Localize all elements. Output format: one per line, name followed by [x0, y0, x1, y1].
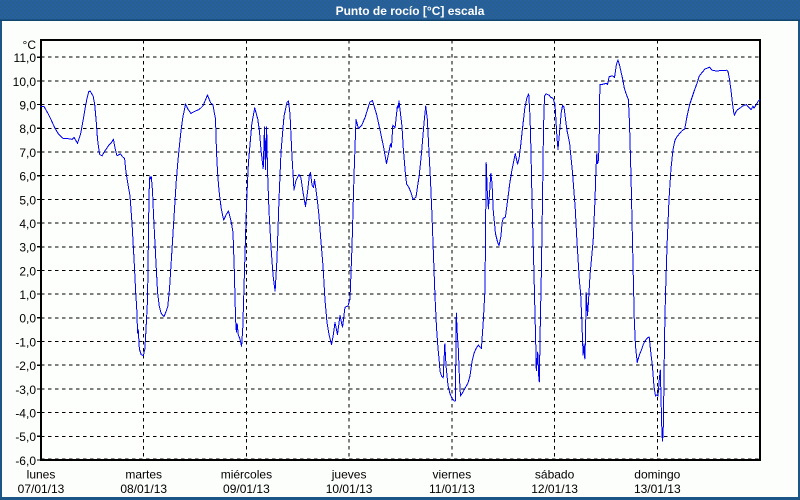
- svg-text:°C: °C: [23, 38, 37, 52]
- svg-text:10/01/13: 10/01/13: [326, 482, 373, 496]
- svg-text:09/01/13: 09/01/13: [223, 482, 270, 496]
- svg-text:0,0: 0,0: [19, 312, 36, 326]
- svg-text:08/01/13: 08/01/13: [120, 482, 167, 496]
- svg-text:-3,0: -3,0: [15, 383, 36, 397]
- svg-text:martes: martes: [125, 468, 162, 482]
- svg-text:-4,0: -4,0: [15, 407, 36, 421]
- svg-text:-5,0: -5,0: [15, 430, 36, 444]
- svg-text:07/01/13: 07/01/13: [18, 482, 65, 496]
- svg-text:-1,0: -1,0: [15, 335, 36, 349]
- svg-text:6,0: 6,0: [19, 170, 36, 184]
- svg-text:2,0: 2,0: [19, 264, 36, 278]
- svg-text:1,0: 1,0: [19, 288, 36, 302]
- svg-text:miércoles: miércoles: [221, 468, 272, 482]
- svg-text:12/01/13: 12/01/13: [531, 482, 578, 496]
- svg-text:9,0: 9,0: [19, 99, 36, 113]
- svg-text:10,0: 10,0: [13, 75, 37, 89]
- svg-text:lunes: lunes: [27, 468, 56, 482]
- svg-text:domingo: domingo: [634, 468, 680, 482]
- svg-text:11/01/13: 11/01/13: [429, 482, 475, 496]
- svg-text:Punto de rocío [°C] escala: Punto de rocío [°C] escala: [336, 4, 485, 18]
- svg-text:7,0: 7,0: [19, 146, 36, 160]
- svg-text:5,0: 5,0: [19, 193, 36, 207]
- svg-text:-6,0: -6,0: [15, 454, 36, 468]
- svg-text:4,0: 4,0: [19, 217, 36, 231]
- svg-text:11,0: 11,0: [14, 51, 37, 65]
- svg-text:3,0: 3,0: [19, 241, 36, 255]
- svg-text:jueves: jueves: [331, 468, 367, 482]
- svg-text:13/01/13: 13/01/13: [634, 482, 681, 496]
- svg-text:-2,0: -2,0: [15, 359, 36, 373]
- svg-text:8,0: 8,0: [19, 122, 36, 136]
- svg-text:viernes: viernes: [433, 468, 472, 482]
- svg-text:sábado: sábado: [535, 468, 575, 482]
